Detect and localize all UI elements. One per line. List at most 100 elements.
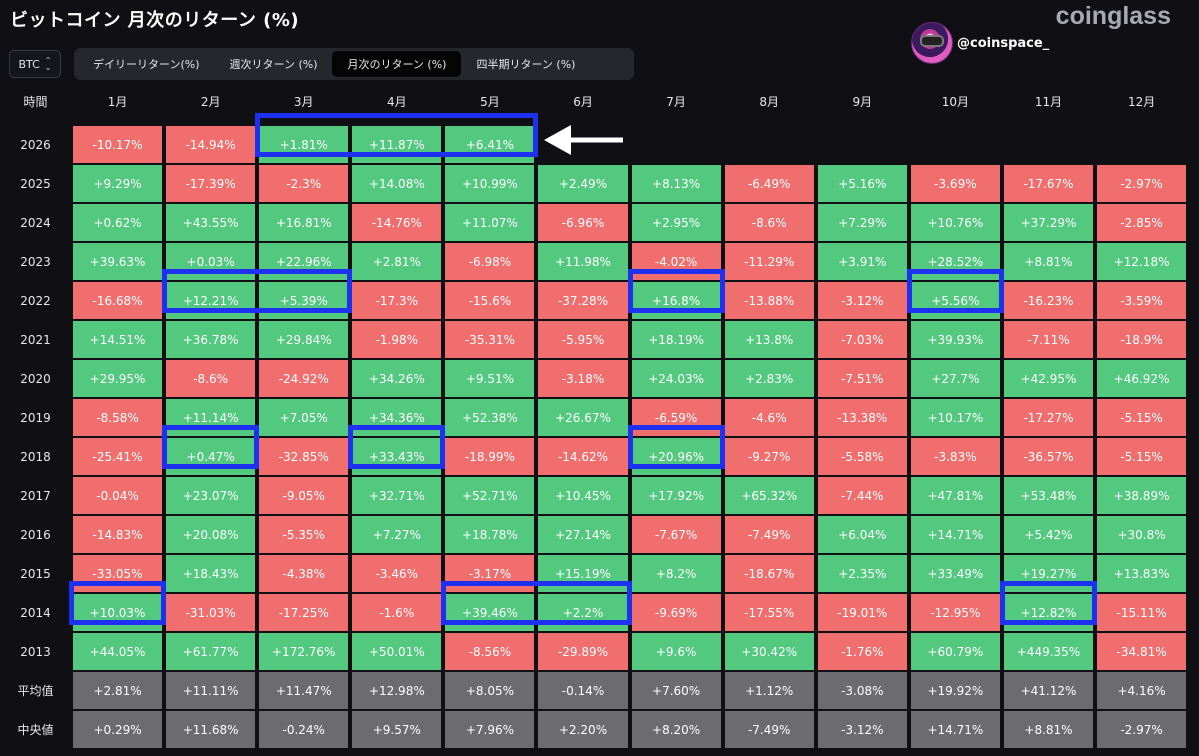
- brand-logo: coinglass: [1055, 2, 1171, 30]
- return-cell: +39.93%: [910, 321, 1000, 358]
- return-cell: -17.67%: [1003, 165, 1094, 202]
- return-cell: +14.51%: [73, 321, 163, 358]
- return-cell: -16.68%: [73, 282, 163, 319]
- return-cell: -3.17%: [445, 555, 535, 592]
- summary-cell: -0.14%: [538, 672, 628, 709]
- return-cell: +14.08%: [352, 165, 442, 202]
- row-label: 2023: [20, 254, 51, 269]
- summary-cell: -3.08%: [817, 672, 907, 709]
- summary-cell: +1.12%: [724, 672, 814, 709]
- return-cell: +26.67%: [538, 399, 628, 436]
- return-cell: -29.89%: [538, 633, 628, 670]
- return-cell: +65.32%: [724, 477, 814, 514]
- return-cell: +18.43%: [166, 555, 256, 592]
- return-cell: -0.04%: [73, 477, 163, 514]
- return-cell: +34.36%: [352, 399, 442, 436]
- return-cell: -8.6%: [166, 360, 256, 397]
- coin-select-value: BTC: [18, 57, 40, 71]
- return-cell: -17.55%: [724, 594, 814, 631]
- return-cell: [632, 126, 721, 163]
- return-cell: +13.83%: [1097, 555, 1187, 592]
- return-cell: +3.91%: [817, 243, 907, 280]
- row-label: 2019: [20, 410, 51, 425]
- return-cell: -10.17%: [73, 126, 163, 163]
- return-cell: +11.87%: [352, 126, 442, 163]
- return-cell: +27.14%: [538, 516, 628, 553]
- coin-select[interactable]: BTC ⌃ ⌄: [9, 50, 61, 78]
- return-cell: +16.81%: [259, 204, 349, 241]
- return-cell: +2.35%: [817, 555, 907, 592]
- return-cell: -18.99%: [445, 438, 535, 475]
- return-cell: -35.31%: [445, 321, 535, 358]
- return-cell: +23.07%: [166, 477, 256, 514]
- return-cell: -17.27%: [1003, 399, 1094, 436]
- column-header: 5月: [480, 94, 500, 109]
- return-cell: +28.52%: [910, 243, 1000, 280]
- return-cell: +8.13%: [631, 165, 721, 202]
- summary-cell: -3.12%: [817, 711, 907, 748]
- return-cell: +22.96%: [259, 243, 349, 280]
- column-header: 2月: [200, 94, 221, 109]
- return-cell: +33.49%: [910, 555, 1000, 592]
- tab-monthly-return[interactable]: 月次のリターン (%): [332, 51, 462, 77]
- return-cell: -7.11%: [1003, 321, 1094, 358]
- return-cell: -7.67%: [631, 516, 721, 553]
- return-cell: +30.8%: [1097, 516, 1187, 553]
- column-header: 3月: [293, 94, 314, 109]
- return-cell: +0.03%: [166, 243, 256, 280]
- column-header: 8月: [759, 94, 780, 109]
- return-cell: +2.49%: [538, 165, 628, 202]
- return-cell: -4.38%: [259, 555, 349, 592]
- return-cell: +19.27%: [1003, 555, 1094, 592]
- return-cell: +27.7%: [910, 360, 1000, 397]
- return-cell: +29.84%: [259, 321, 349, 358]
- return-cell: +11.07%: [445, 204, 535, 241]
- row-label: 2017: [20, 488, 51, 503]
- return-cell: +7.29%: [817, 204, 907, 241]
- return-cell: -5.15%: [1097, 438, 1187, 475]
- return-cell: +2.81%: [352, 243, 442, 280]
- return-cell: +0.47%: [166, 438, 256, 475]
- return-cell: -6.96%: [538, 204, 628, 241]
- return-cell: +9.6%: [631, 633, 721, 670]
- return-cell: +18.19%: [631, 321, 721, 358]
- return-cell: [725, 126, 814, 163]
- return-cell: +39.63%: [73, 243, 163, 280]
- return-cell: -9.27%: [724, 438, 814, 475]
- return-cell: +29.95%: [73, 360, 163, 397]
- tab-weekly-return[interactable]: 週次リターン (%): [229, 58, 318, 71]
- return-cell: -12.95%: [910, 594, 1000, 631]
- return-cell: +44.05%: [73, 633, 163, 670]
- return-cell: [818, 126, 907, 163]
- summary-cell: +9.57%: [352, 711, 442, 748]
- summary-cell: +14.71%: [910, 711, 1000, 748]
- return-cell: -1.98%: [352, 321, 442, 358]
- summary-cell: +8.05%: [445, 672, 535, 709]
- return-cell: -8.58%: [73, 399, 163, 436]
- return-cell: +18.78%: [445, 516, 535, 553]
- return-cell: -2.3%: [259, 165, 349, 202]
- return-cell: -5.35%: [259, 516, 349, 553]
- return-cell: +61.77%: [166, 633, 256, 670]
- return-cell: +6.41%: [445, 126, 535, 163]
- return-cell: -2.97%: [1097, 165, 1187, 202]
- return-cell: -1.6%: [352, 594, 442, 631]
- return-cell: +5.16%: [817, 165, 907, 202]
- return-cell: -4.02%: [631, 243, 721, 280]
- return-cell: +2.2%: [538, 594, 628, 631]
- return-cell: -16.23%: [1003, 282, 1094, 319]
- return-cell: -3.59%: [1097, 282, 1187, 319]
- tab-quarterly-return[interactable]: 四半期リターン (%): [476, 58, 576, 71]
- user-badge[interactable]: @coinspace_: [911, 22, 1049, 64]
- column-header: 12月: [1127, 94, 1156, 109]
- return-cell: -5.95%: [538, 321, 628, 358]
- row-label: 2025: [20, 176, 51, 191]
- return-cell: +20.08%: [166, 516, 256, 553]
- tab-daily-return[interactable]: デイリーリターン(%): [93, 58, 200, 71]
- return-cell: +12.82%: [1003, 594, 1094, 631]
- summary-cell: -7.49%: [724, 711, 814, 748]
- return-cell: +38.89%: [1097, 477, 1187, 514]
- return-cell: -32.85%: [259, 438, 349, 475]
- return-cell: +32.71%: [352, 477, 442, 514]
- return-cell: +33.43%: [352, 438, 442, 475]
